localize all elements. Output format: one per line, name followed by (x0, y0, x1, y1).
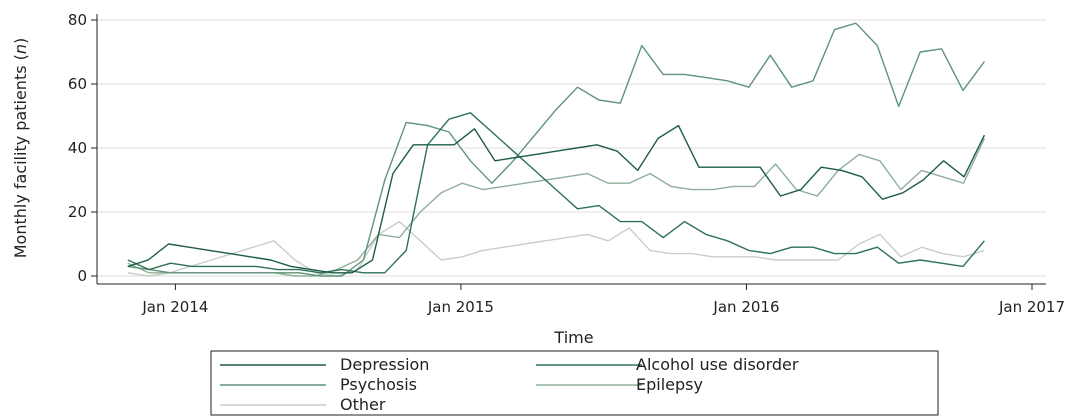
series-line-alcohol-use-disorder (127, 112, 985, 274)
series-line-other (127, 220, 985, 277)
x-axis-title: Time (553, 328, 593, 347)
y-axis-title-suffix: ) (11, 38, 30, 44)
x-tick-label: Jan 2015 (427, 298, 494, 316)
legend: Depression Alcohol use disorder Psychosis E… (210, 350, 939, 416)
y-axis-title-prefix: Monthly facility patients ( (11, 54, 30, 258)
y-tick-label: 60 (68, 75, 87, 93)
x-tick-label: Jan 2017 (998, 298, 1065, 316)
legend-label-epilepsy: Epilepsy (636, 375, 703, 394)
x-axis-ticks: Jan 2014 Jan 2015 Jan 2016 Jan 2017 (141, 284, 1065, 316)
series-line-depression (127, 124, 986, 274)
legend-label-depression: Depression (340, 355, 429, 374)
legend-label-psychosis: Psychosis (340, 375, 417, 394)
x-tick-label: Jan 2014 (141, 298, 208, 316)
gridlines (97, 19, 1046, 277)
y-axis-title: Monthly facility patients (n) (11, 38, 30, 259)
series-line-epilepsy (127, 138, 986, 277)
y-axis-title-italic: n (11, 44, 30, 54)
x-tick-label: Jan 2016 (712, 298, 779, 316)
series-lines (127, 22, 986, 277)
axes (96, 14, 1046, 285)
y-axis-ticks: 0 20 40 60 80 (68, 11, 97, 285)
y-tick-label: 80 (68, 11, 87, 29)
legend-label-alcohol-use-disorder: Alcohol use disorder (636, 355, 799, 374)
legend-label-other: Other (340, 395, 386, 414)
legend-frame (210, 350, 939, 416)
series-line-psychosis (127, 22, 985, 277)
y-tick-label: 40 (68, 139, 87, 157)
y-tick-label: 0 (77, 267, 87, 285)
y-tick-label: 20 (68, 203, 87, 221)
